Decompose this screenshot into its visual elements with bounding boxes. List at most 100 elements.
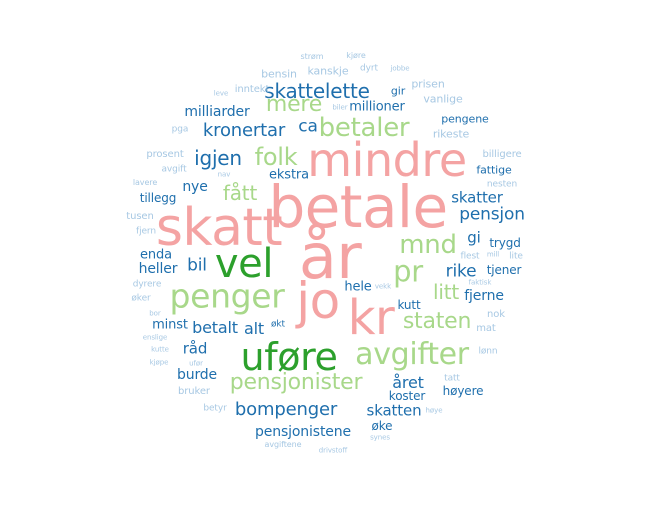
cloud-word: rikeste	[432, 127, 470, 141]
cloud-word: gir	[390, 84, 406, 98]
cloud-word: økt	[271, 319, 285, 330]
cloud-word: bruker	[178, 386, 210, 397]
cloud-word: avgiftene	[264, 440, 302, 449]
cloud-word: flest	[460, 251, 480, 262]
cloud-word: kr	[347, 290, 395, 346]
cloud-word: mindre	[307, 133, 467, 187]
cloud-word: kronertar	[202, 120, 286, 141]
cloud-word: vel	[214, 241, 274, 287]
cloud-word: lavere	[132, 178, 158, 187]
cloud-word: høye	[425, 406, 443, 415]
cloud-word: ca	[298, 116, 318, 137]
cloud-word: jobbe	[390, 64, 410, 73]
cloud-word: hele	[344, 279, 372, 295]
cloud-word: mere	[265, 92, 323, 117]
cloud-word: nesten	[486, 179, 518, 190]
cloud-word: burde	[176, 367, 218, 383]
cloud-word: rike	[445, 261, 477, 282]
cloud-word: bor	[149, 309, 161, 318]
cloud-word: igjen	[194, 146, 242, 170]
cloud-word: dyrt	[360, 63, 378, 74]
cloud-word: pr	[393, 254, 423, 289]
cloud-word: synes	[370, 433, 390, 442]
cloud-word: råd	[182, 339, 208, 358]
cloud-word: tatt	[444, 373, 460, 384]
cloud-word: avgifter	[355, 337, 469, 372]
cloud-word: skatten	[366, 401, 422, 420]
cloud-word: kanskje	[307, 64, 349, 78]
cloud-word: enslige	[142, 333, 168, 342]
cloud-word: pensjon	[459, 204, 525, 225]
cloud-word: bil	[187, 255, 207, 276]
cloud-word: fjern	[135, 226, 157, 237]
cloud-word: kutte	[151, 345, 169, 354]
cloud-word: pensjonister	[229, 370, 363, 395]
cloud-word: betale	[268, 173, 448, 241]
cloud-word: milliarder	[184, 104, 250, 120]
cloud-word: nav	[217, 170, 231, 179]
cloud-word: pensjonistene	[255, 424, 351, 440]
cloud-word: leve	[213, 89, 229, 98]
cloud-word: tillegg	[139, 191, 177, 205]
cloud-word: nok	[487, 309, 505, 320]
cloud-word: folk	[254, 143, 298, 171]
cloud-word: uføre	[240, 335, 338, 379]
cloud-word: år	[298, 220, 362, 293]
cloud-word: øke	[371, 419, 393, 433]
cloud-word: nye	[182, 179, 208, 195]
cloud-word: prisen	[411, 77, 445, 91]
cloud-word: heller	[138, 261, 178, 277]
cloud-word: tjener	[486, 263, 522, 277]
cloud-word: lønn	[478, 346, 498, 357]
cloud-word: betalt	[192, 318, 238, 337]
cloud-word: enda	[140, 247, 172, 263]
cloud-word: billigere	[482, 149, 522, 160]
cloud-word: tusen	[126, 211, 154, 222]
cloud-word: staten	[402, 309, 472, 334]
cloud-word: mnd	[399, 230, 457, 260]
cloud-word: mill	[486, 250, 500, 259]
cloud-word: avgift	[161, 164, 187, 175]
cloud-word: betyr	[203, 403, 227, 414]
cloud-word: prosent	[146, 149, 184, 160]
cloud-word: koster	[388, 389, 426, 403]
cloud-word: ufør	[189, 359, 203, 368]
cloud-word: alt	[243, 319, 265, 338]
cloud-word: skatt	[155, 198, 283, 258]
cloud-word: gi	[467, 228, 481, 247]
cloud-word: litt	[433, 280, 459, 304]
cloud-word: faktisk	[468, 278, 492, 287]
cloud-word: biler	[332, 103, 348, 112]
cloud-word: året	[392, 373, 424, 392]
cloud-word: millioner	[349, 99, 405, 115]
cloud-word: skattelette	[264, 79, 370, 103]
cloud-word: mat	[476, 323, 496, 334]
cloud-word: jo	[296, 272, 340, 330]
cloud-word: inntekt	[234, 84, 270, 95]
cloud-word: lite	[509, 251, 523, 262]
cloud-word: bompenger	[234, 399, 338, 420]
cloud-word: skatter	[451, 188, 503, 207]
cloud-word: kjøpe	[149, 358, 169, 367]
cloud-word: drivstoff	[318, 446, 348, 455]
cloud-word: fjerne	[464, 288, 504, 304]
cloud-word: høyere	[442, 384, 484, 398]
cloud-word: fått	[222, 181, 258, 205]
cloud-word: bensin	[261, 67, 297, 81]
cloud-word: kjøre	[346, 51, 366, 60]
cloud-word: kutt	[397, 298, 421, 312]
cloud-word: øker	[131, 293, 151, 304]
cloud-word: trygd	[489, 236, 521, 250]
cloud-word: betaler	[318, 113, 410, 143]
cloud-word: strøm	[300, 52, 324, 61]
cloud-word: fattige	[476, 163, 512, 177]
cloud-word: ekstra	[269, 167, 309, 183]
cloud-word: pengene	[441, 112, 489, 126]
cloud-word: dyrere	[132, 279, 162, 290]
cloud-word: penger	[169, 276, 285, 316]
cloud-word: pga	[171, 124, 189, 135]
cloud-word: vanlige	[423, 92, 463, 106]
cloud-word: minst	[152, 317, 188, 333]
cloud-word: vekk	[374, 282, 392, 291]
